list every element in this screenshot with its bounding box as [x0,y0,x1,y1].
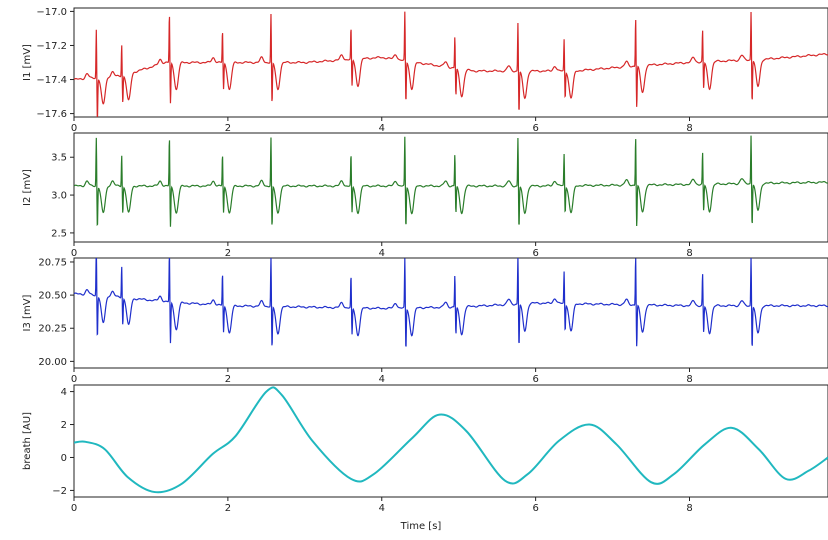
y-tick-label: 2 [61,420,67,431]
x-tick-label: 4 [379,503,385,514]
y-axis-label: I1 [mV] [22,44,33,81]
x-tick-label: 6 [532,374,538,385]
x-tick-label: 4 [379,374,385,385]
series-line [74,135,828,227]
x-tick-label: 2 [225,374,231,385]
y-tick-label: 20.00 [38,357,67,368]
y-tick-label: 3.5 [51,153,67,164]
x-tick-label: 0 [71,374,77,385]
panel-2: 3.5 3.0 2.5 0 2 4 6 8 I2 [mV] [22,132,828,259]
y-axis-label: breath [AU] [22,412,33,470]
x-tick-label: 4 [379,248,385,259]
plot-frame [73,384,828,498]
y-tick-label: 20.50 [38,291,67,302]
x-tick-label: 2 [225,123,231,134]
panel-3: 20.75 20.50 20.25 20.00 0 2 4 6 8 I3 [mV] [22,257,828,385]
y-tick-label: −17.4 [36,75,67,86]
x-tick-label: 8 [686,248,692,259]
x-tick-label: 6 [532,503,538,514]
y-axis-label: I2 [mV] [22,169,33,206]
panel-1: −17.0 −17.2 −17.4 −17.6 0 2 4 6 8 I1 [mV] [22,7,828,134]
plot-frame [73,7,828,118]
panel-4: 4 2 0 −2 0 2 4 6 8 breath [AU] Time [s] [22,384,828,532]
plot-frame [73,257,828,369]
x-tick-label: 6 [532,248,538,259]
series-line [74,258,828,347]
x-tick-label: 2 [225,248,231,259]
y-axis-label: I3 [mV] [22,294,33,331]
x-tick-label: 8 [686,503,692,514]
series-line [74,386,828,494]
x-tick-label: 0 [71,248,77,259]
y-tick-label: 3.0 [51,191,67,202]
y-tick-label: −2 [52,486,67,497]
x-tick-label: 2 [225,503,231,514]
y-tick-label: 2.5 [51,228,67,239]
y-tick-label: 4 [61,387,67,398]
y-tick-label: 20.25 [38,324,67,335]
x-tick-label: 8 [686,374,692,385]
y-tick-label: 20.75 [38,257,67,268]
y-tick-label: −17.2 [36,41,67,52]
series-line [74,11,828,117]
x-tick-label: 6 [532,123,538,134]
y-tick-label: −17.0 [36,7,67,18]
x-axis-label: Time [s] [400,521,442,532]
x-tick-label: 4 [379,123,385,134]
x-tick-label: 0 [71,503,77,514]
x-tick-label: 0 [71,123,77,134]
y-tick-label: 0 [61,453,67,464]
x-tick-label: 8 [686,123,692,134]
y-tick-label: −17.6 [36,109,67,120]
plot-frame [73,132,828,243]
